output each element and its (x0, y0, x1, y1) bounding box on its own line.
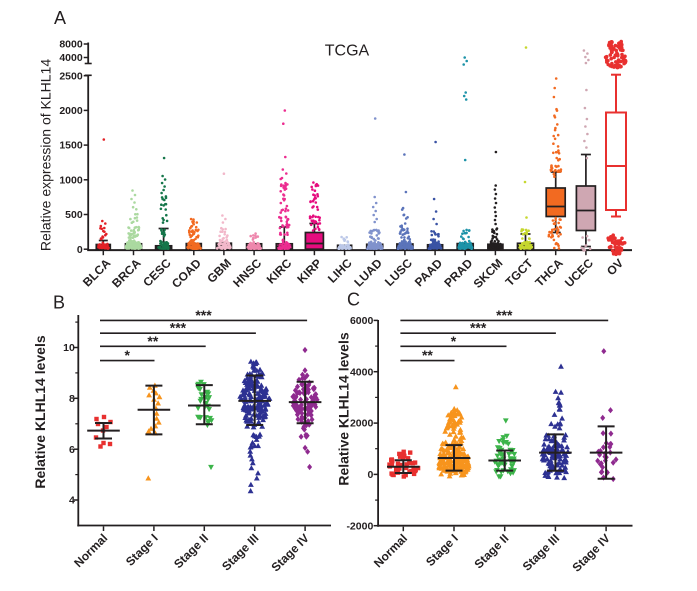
svg-text:4000: 4000 (350, 366, 374, 378)
svg-text:1000: 1000 (59, 174, 83, 186)
svg-text:*: * (451, 333, 457, 349)
svg-text:Relative expression of KLHL14: Relative expression of KLHL14 (38, 59, 54, 251)
svg-text:***: *** (470, 320, 487, 336)
svg-text:A: A (54, 8, 66, 28)
svg-text:6: 6 (69, 444, 75, 456)
svg-text:**: ** (147, 333, 158, 349)
svg-text:0: 0 (367, 469, 373, 481)
svg-text:Relative KLHL14 levels: Relative KLHL14 levels (336, 332, 352, 486)
svg-text:6000: 6000 (350, 315, 374, 327)
svg-text:8: 8 (69, 393, 75, 405)
svg-text:1500: 1500 (59, 140, 83, 152)
svg-text:4000: 4000 (59, 52, 83, 64)
svg-text:500: 500 (65, 209, 83, 221)
svg-text:2000: 2000 (59, 105, 83, 117)
svg-text:*: * (125, 347, 131, 363)
svg-text:**: ** (422, 347, 433, 363)
svg-text:8000: 8000 (59, 39, 83, 51)
svg-text:Relative KLHL14 levels: Relative KLHL14 levels (32, 335, 48, 489)
svg-text:2500: 2500 (59, 70, 83, 82)
svg-text:B: B (53, 293, 65, 313)
svg-text:***: *** (496, 307, 513, 323)
svg-text:-2000: -2000 (346, 520, 373, 532)
svg-text:4: 4 (69, 495, 75, 507)
svg-text:C: C (347, 290, 360, 310)
svg-text:***: *** (170, 320, 187, 336)
svg-text:2000: 2000 (350, 418, 374, 430)
svg-text:0: 0 (77, 244, 83, 256)
svg-text:10: 10 (63, 342, 75, 354)
svg-text:TCGA: TCGA (325, 43, 370, 60)
svg-text:***: *** (195, 307, 212, 323)
